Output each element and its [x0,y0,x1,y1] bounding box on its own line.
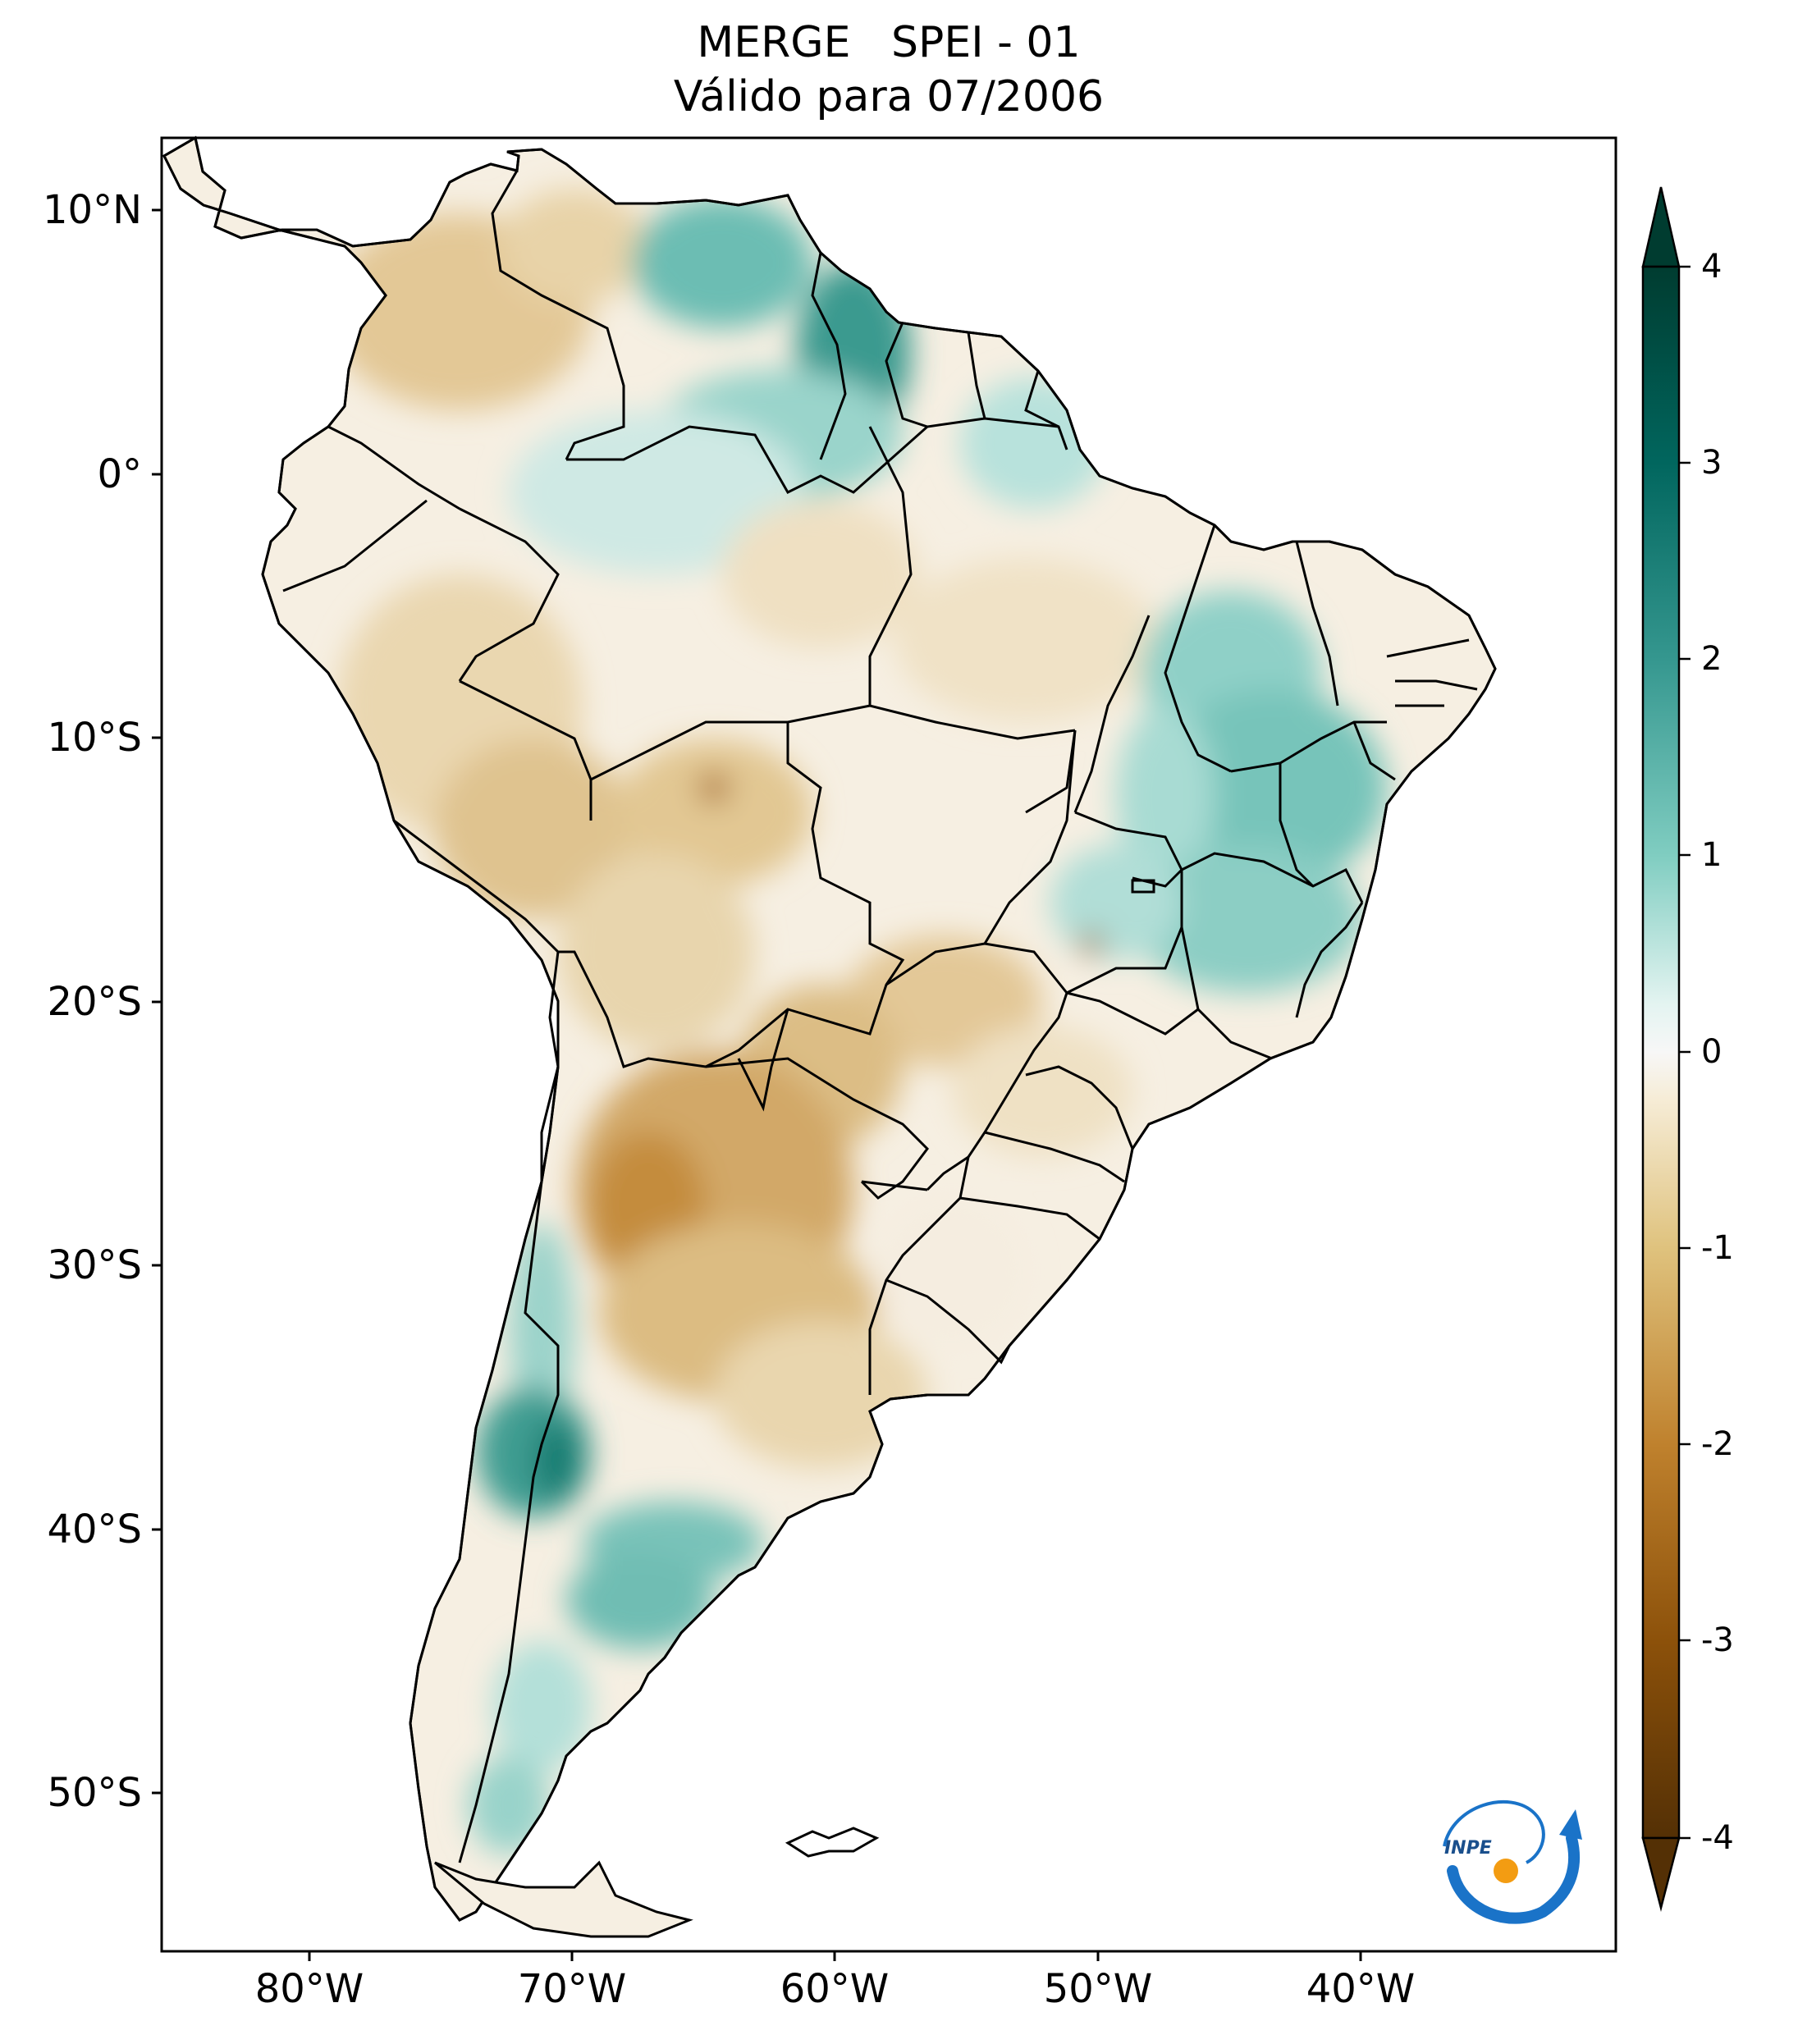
colorbar-tick-label: -2 [1701,1425,1734,1463]
lon-label: 60°W [780,1966,890,2012]
colorbar-bottom-extension [1641,1836,1681,1912]
lon-label: 40°W [1306,1966,1416,2012]
colorbar [1641,186,1690,1912]
coastline [162,135,1497,1922]
lat-label: 20°S [47,979,142,1025]
lat-label: 10°S [47,715,142,761]
lat-label: 10°N [43,187,142,233]
inpe-logo-text: INPE [1444,1838,1492,1859]
colorbar-top-extension [1641,186,1681,268]
colorbar-tick-label: 3 [1701,444,1723,482]
lon-label: 70°W [517,1966,627,2012]
lon-label: 80°W [254,1966,364,2012]
falkland-islands [785,1827,880,1858]
colorbar-tick-label: 2 [1701,640,1723,678]
inpe-logo-icon [1443,1799,1582,1924]
colorbar-tick-label: 4 [1701,248,1723,286]
colorbar-gradient [1641,265,1681,1840]
country-borders [282,170,1478,1863]
map-title: MERGE SPEI - 01 [697,18,1081,67]
map-subtitle: Válido para 07/2006 [673,72,1105,121]
colorbar-tick-label: 1 [1701,836,1723,874]
lat-label: 30°S [47,1242,142,1288]
lat-label: 0° [97,451,142,497]
colorbar-tick-label: -1 [1701,1229,1734,1267]
lat-label: 40°S [47,1507,142,1552]
tierra-del-fuego [434,1860,693,1938]
colorbar-tick-label: -3 [1701,1621,1734,1659]
lat-label: 50°S [47,1770,142,1816]
colorbar-tick-label: 0 [1701,1033,1723,1071]
colorbar-tick-label: -4 [1701,1819,1734,1857]
lon-label: 50°W [1043,1966,1153,2012]
